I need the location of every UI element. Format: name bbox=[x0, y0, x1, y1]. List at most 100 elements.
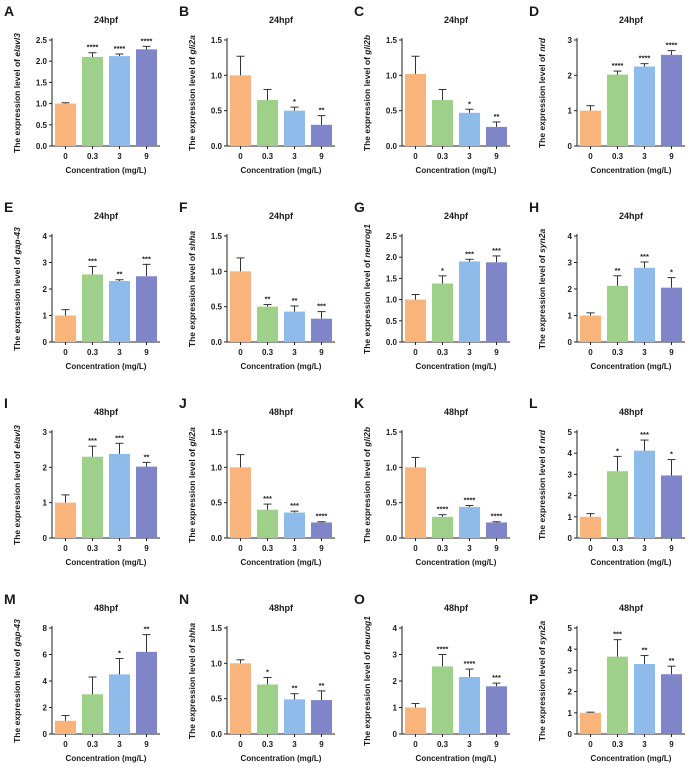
significance-label: ** bbox=[117, 270, 123, 279]
x-axis-label: Concentration (mg/L) bbox=[416, 166, 497, 175]
y-tick-label: 3 bbox=[43, 428, 48, 437]
x-tick-label: 9 bbox=[494, 348, 499, 357]
y-tick-label: 0.0 bbox=[211, 534, 223, 543]
x-tick-label: 0.3 bbox=[87, 152, 99, 161]
significance-label: ** bbox=[319, 106, 325, 115]
y-tick-label: 2.0 bbox=[386, 253, 398, 262]
bar-9 bbox=[310, 700, 333, 734]
y-tick-label: 0 bbox=[43, 534, 48, 543]
y-axis-label-prefix: The expression level of bbox=[537, 52, 547, 148]
y-axis-label-gene: elavl3 bbox=[12, 425, 22, 449]
y-tick-label: 4 bbox=[393, 624, 398, 633]
y-axis-label: The expression level of elavl3 bbox=[12, 425, 22, 545]
y-axis-label-prefix: The expression level of bbox=[187, 447, 197, 543]
x-tick-label: 9 bbox=[669, 740, 674, 749]
panel-title: 24hpf bbox=[269, 15, 294, 25]
panel-label: J bbox=[179, 395, 187, 411]
y-axis-label-prefix: The expression level of bbox=[187, 55, 197, 151]
y-tick-label: 0.5 bbox=[211, 303, 223, 312]
y-tick-label: 3 bbox=[568, 36, 573, 45]
bar-9 bbox=[485, 686, 508, 734]
bar-9 bbox=[135, 651, 158, 734]
significance-label: *** bbox=[640, 252, 649, 261]
significance-label: ** bbox=[292, 296, 298, 305]
bar-9 bbox=[310, 522, 333, 538]
x-tick-label: 0.3 bbox=[437, 348, 449, 357]
x-axis-label: Concentration (mg/L) bbox=[241, 362, 322, 371]
x-tick-label: 3 bbox=[642, 740, 647, 749]
significance-label: **** bbox=[491, 512, 503, 521]
panel-title: 48hpf bbox=[444, 407, 469, 417]
bar-0 bbox=[404, 707, 427, 734]
x-tick-label: 3 bbox=[467, 348, 472, 357]
y-axis-label-prefix: The expression level of bbox=[362, 55, 372, 151]
y-tick-label: 1.5 bbox=[36, 78, 48, 87]
bar-0.3 bbox=[81, 456, 104, 538]
y-axis-label: The expression level of gli2b bbox=[362, 35, 372, 151]
x-axis-label: Concentration (mg/L) bbox=[66, 754, 147, 763]
x-tick-label: 3 bbox=[117, 544, 122, 553]
bar-0 bbox=[229, 75, 252, 146]
x-tick-label: 0 bbox=[238, 152, 243, 161]
y-tick-label: 0.5 bbox=[36, 121, 48, 130]
significance-label: * bbox=[468, 99, 471, 108]
bar-0 bbox=[54, 720, 77, 734]
x-tick-label: 0 bbox=[63, 544, 68, 553]
panel-a: A 24hpf 0.0 0.5 1.0 1.5 2.0 2.5 0 **** 0.3 **** 3 ***… bbox=[4, 3, 160, 175]
bar-3 bbox=[108, 453, 131, 538]
x-axis-label: Concentration (mg/L) bbox=[591, 362, 672, 371]
x-tick-label: 3 bbox=[642, 544, 647, 553]
y-tick-label: 3 bbox=[568, 666, 573, 675]
x-tick-label: 0.3 bbox=[612, 152, 624, 161]
y-tick-label: 1 bbox=[568, 513, 573, 522]
bar-0 bbox=[229, 271, 252, 342]
y-tick-label: 1.0 bbox=[386, 463, 398, 472]
x-tick-label: 0.3 bbox=[437, 740, 449, 749]
y-axis-label-gene: gap-43 bbox=[12, 227, 22, 256]
bar-9 bbox=[135, 276, 158, 342]
panel-label: K bbox=[354, 395, 364, 411]
bar-3 bbox=[108, 281, 131, 342]
x-tick-label: 0.3 bbox=[87, 740, 99, 749]
y-axis-label: The expression level of gli2b bbox=[362, 427, 372, 543]
x-tick-label: 0.3 bbox=[262, 740, 274, 749]
y-axis-label-prefix: The expression level of bbox=[362, 447, 372, 543]
bar-0 bbox=[404, 299, 427, 342]
bar-0.3 bbox=[431, 516, 454, 538]
y-axis-label-gene: neurog1 bbox=[362, 224, 372, 258]
y-axis-label: The expression level of shha bbox=[187, 231, 197, 347]
panel-j: J 48hpf 0.0 0.5 1.0 1.5 0 *** 0.3 *** 3 **** 9 Concen… bbox=[179, 395, 335, 567]
significance-label: **** bbox=[316, 512, 328, 521]
x-axis-label: Concentration (mg/L) bbox=[591, 754, 672, 763]
x-tick-label: 9 bbox=[669, 152, 674, 161]
panel-b: B 24hpf 0.0 0.5 1.0 1.5 0 0.3 * 3 ** 9 Concentration… bbox=[179, 3, 335, 175]
significance-label: *** bbox=[115, 433, 124, 442]
panel-e: E 24hpf 0 1 2 3 4 0 *** 0.3 ** 3 *** 9 Concentration (… bbox=[4, 199, 160, 371]
y-tick-label: 1.0 bbox=[211, 463, 223, 472]
y-tick-label: 1.5 bbox=[211, 232, 223, 241]
y-tick-label: 0.5 bbox=[386, 107, 398, 116]
significance-label: **** bbox=[437, 645, 449, 654]
y-axis-label-gene: neurog1 bbox=[362, 616, 372, 650]
y-axis-label-prefix: The expression level of bbox=[362, 258, 372, 354]
x-axis-label: Concentration (mg/L) bbox=[591, 558, 672, 567]
bar-0 bbox=[54, 315, 77, 342]
bar-0.3 bbox=[256, 684, 279, 734]
bar-9 bbox=[660, 674, 683, 734]
y-tick-label: 1.0 bbox=[211, 659, 223, 668]
x-tick-label: 3 bbox=[642, 152, 647, 161]
significance-label: ** bbox=[669, 656, 675, 665]
significance-label: *** bbox=[492, 246, 501, 255]
y-tick-label: 5 bbox=[568, 624, 573, 633]
x-tick-label: 3 bbox=[292, 348, 297, 357]
y-axis-label-prefix: The expression level of bbox=[537, 253, 547, 349]
x-tick-label: 0.3 bbox=[262, 348, 274, 357]
y-tick-label: 0.5 bbox=[211, 695, 223, 704]
y-tick-label: 1 bbox=[43, 499, 48, 508]
panel-title: 24hpf bbox=[619, 15, 644, 25]
y-axis-label-prefix: The expression level of bbox=[12, 449, 22, 545]
y-tick-label: 4 bbox=[568, 232, 573, 241]
bar-0.3 bbox=[256, 509, 279, 538]
y-axis-label-prefix: The expression level of bbox=[537, 645, 547, 741]
